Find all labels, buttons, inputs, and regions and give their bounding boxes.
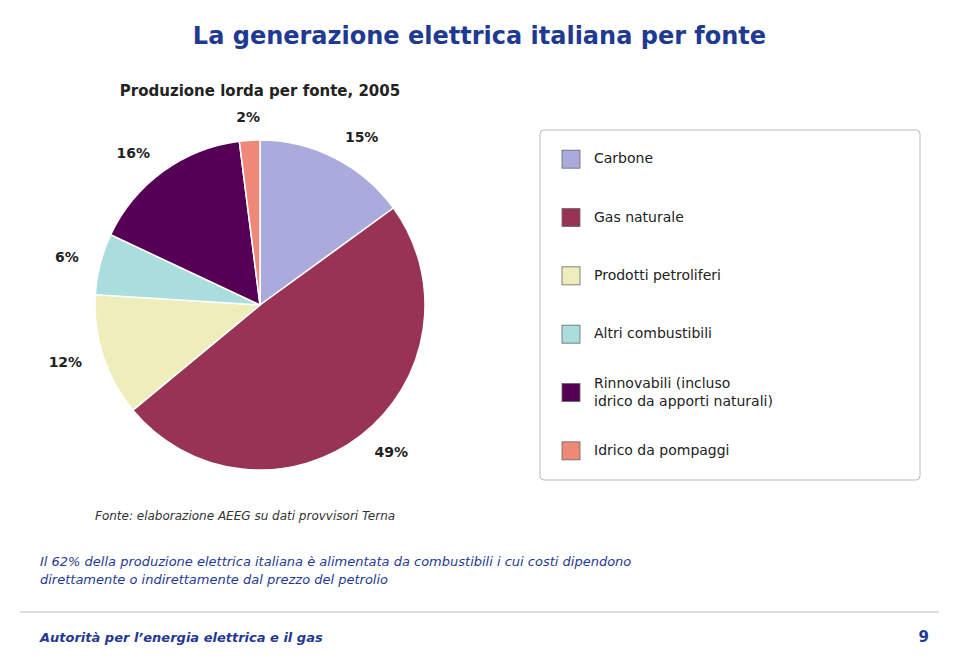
data-label: 6%: [55, 249, 79, 265]
legend-label: Prodotti petroliferi: [594, 267, 721, 283]
legend-label: Carbone: [594, 150, 653, 166]
text-line: direttamente o indirettamente dal prezzo…: [40, 572, 388, 587]
text-line: Prodotti petroliferi: [594, 267, 721, 283]
legend-label: Gas naturale: [594, 209, 684, 225]
legend-label: Rinnovabili (incluso idrico da apporti na…: [594, 375, 773, 409]
data-label: 12%: [49, 354, 83, 370]
footer: Autorità per l’energia elettrica e il ga…: [39, 630, 323, 645]
source-note: Fonte: elaborazione AEEG su dati provvis…: [95, 509, 395, 523]
pie: [95, 140, 425, 470]
pie-slice: [111, 141, 260, 305]
page-number: 9: [919, 628, 929, 646]
background: [0, 0, 959, 671]
pie-slice: [239, 140, 260, 305]
pie-slice: [95, 295, 260, 411]
text-line: Il 62% della produzione elettrica italia…: [40, 554, 631, 569]
legend-label: Idrico da pompaggi: [594, 442, 730, 458]
legend-swatch: [562, 325, 580, 343]
data-labels: 15% 49% 12% 6% 16% 2%: [49, 109, 408, 459]
legend-swatch: [562, 209, 580, 227]
footer-divider: [20, 612, 939, 613]
legend-box: [540, 130, 920, 480]
chart-svg: La generazione elettrica italiana per fo…: [0, 0, 959, 671]
legend-swatch: [562, 150, 580, 168]
legend: Carbone Gas naturale Prodotti petroliferi A…: [540, 130, 920, 480]
legend-swatch: [562, 267, 580, 285]
legend-label: Altri combustibili: [594, 325, 712, 341]
data-label: 2%: [236, 109, 260, 125]
text-line: Idrico da pompaggi: [594, 442, 730, 458]
text-line: idrico da apporti naturali): [594, 393, 773, 409]
data-label: 16%: [117, 145, 151, 161]
text-line: Gas naturale: [594, 209, 684, 225]
legend-swatch: [562, 442, 580, 460]
data-label: 49%: [375, 444, 409, 460]
text-line: Carbone: [594, 150, 653, 166]
title: La generazione elettrica italiana per fo…: [193, 22, 766, 50]
legend-swatch: [562, 384, 580, 402]
text-line: Rinnovabili (incluso: [594, 375, 730, 391]
text-line: Altri combustibili: [594, 325, 712, 341]
subtitle: Produzione lorda per fonte, 2005: [120, 82, 400, 100]
note: Il 62% della produzione elettrica italia…: [40, 554, 631, 587]
data-label: 15%: [345, 129, 379, 145]
